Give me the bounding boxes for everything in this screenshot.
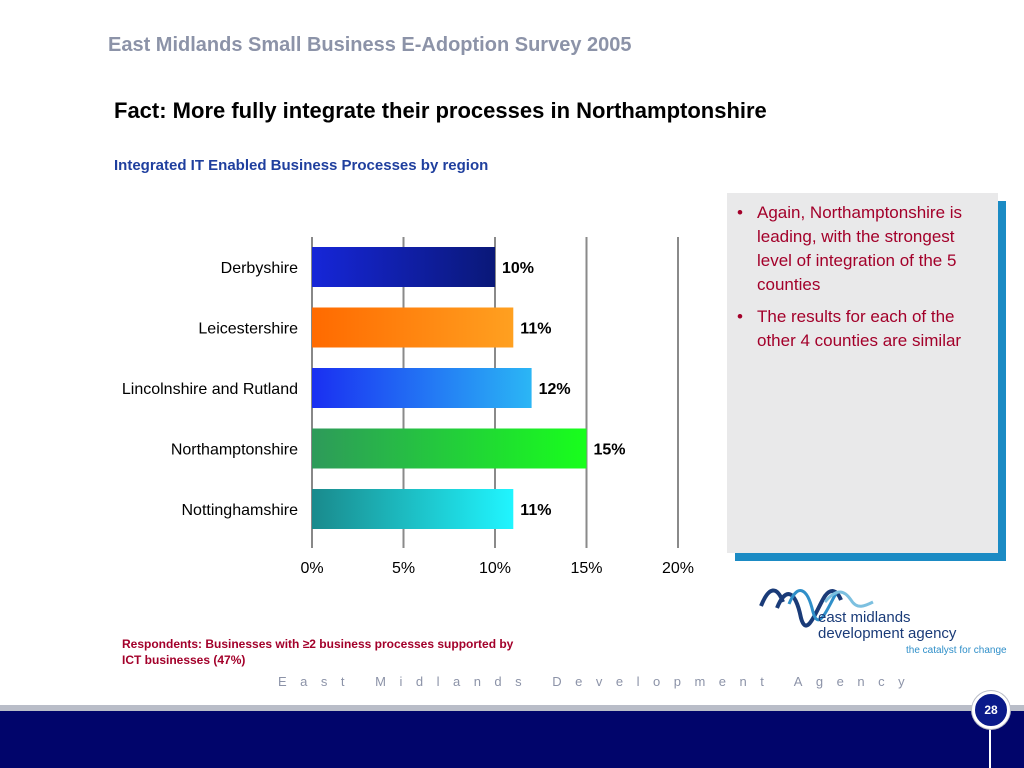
bullet-box: Again, Northamptonshire is leading, with…: [727, 193, 998, 553]
category-label: Leicestershire: [198, 321, 298, 338]
bar: [312, 428, 587, 469]
category-label: Lincolnshire and Rutland: [122, 381, 298, 398]
footer-agency-name: East Midlands Development Agency: [278, 674, 919, 689]
footer-strip: [0, 705, 1024, 711]
page-marker-line: [989, 721, 991, 768]
category-label: Nottinghamshire: [182, 502, 299, 519]
x-tick-label: 20%: [662, 560, 694, 577]
bar: [312, 368, 532, 408]
chart-labels: 0% 5% 10% 15% 20% Derbyshire 10% Leicestershire…: [122, 260, 694, 577]
chart-bars: [312, 247, 587, 529]
footer-bar: [0, 711, 1024, 768]
bullet-item: Again, Northamptonshire is leading, with…: [737, 201, 990, 297]
category-label: Derbyshire: [221, 260, 298, 277]
slide-title: Fact: More fully integrate their process…: [114, 98, 767, 123]
data-label: 15%: [594, 442, 626, 459]
x-tick-label: 10%: [479, 560, 511, 577]
x-tick-label: 5%: [392, 560, 415, 577]
category-label: Northamptonshire: [171, 442, 298, 459]
bullet-list: Again, Northamptonshire is leading, with…: [727, 193, 998, 353]
x-tick-label: 0%: [300, 560, 323, 577]
x-tick-label: 15%: [570, 560, 602, 577]
respondents-footnote: Respondents: Businesses with ≥2 business…: [122, 637, 514, 667]
data-label: 12%: [539, 381, 571, 398]
data-label: 11%: [520, 502, 551, 519]
logo-text-line2: development agency: [818, 625, 957, 642]
bullet-item: The results for each of the other 4 coun…: [737, 305, 990, 353]
logo-tagline: the catalyst for change: [906, 645, 1007, 656]
bar: [312, 489, 514, 529]
logo-text-line1: east midlands: [818, 609, 911, 626]
survey-title: East Midlands Small Business E-Adoption …: [108, 34, 632, 56]
bar: [312, 307, 514, 348]
bar: [312, 247, 495, 287]
data-label: 11%: [520, 321, 551, 338]
chart-title: Integrated IT Enabled Business Processes…: [114, 157, 489, 174]
data-label: 10%: [502, 260, 534, 277]
page-number-badge: 28: [972, 691, 1010, 729]
eda-logo-wave-icon: [759, 588, 874, 628]
